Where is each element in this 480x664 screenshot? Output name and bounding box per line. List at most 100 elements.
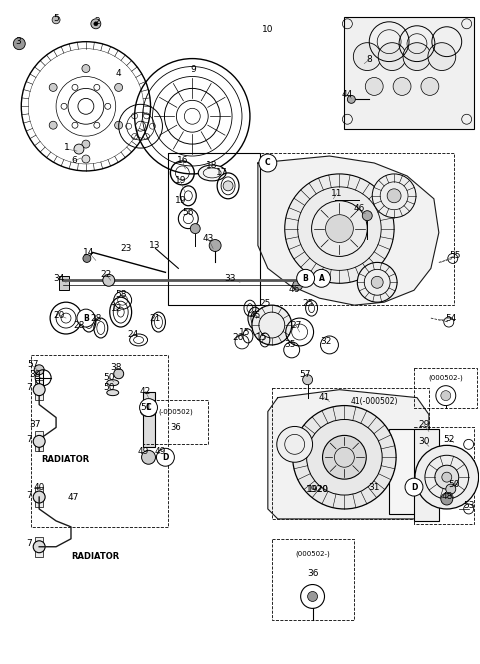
Bar xyxy=(168,153,260,305)
Circle shape xyxy=(158,450,172,464)
Circle shape xyxy=(252,305,292,345)
Text: 26: 26 xyxy=(232,333,244,343)
Circle shape xyxy=(415,446,479,509)
Bar xyxy=(389,430,427,514)
Polygon shape xyxy=(258,156,439,305)
Text: A: A xyxy=(319,274,324,283)
Text: D: D xyxy=(162,453,168,461)
Text: 50: 50 xyxy=(103,383,115,392)
Text: 6: 6 xyxy=(71,157,77,165)
Circle shape xyxy=(435,465,459,489)
Circle shape xyxy=(115,122,122,129)
Circle shape xyxy=(378,42,406,70)
Bar xyxy=(59,276,69,290)
Ellipse shape xyxy=(248,307,262,329)
Text: 1920: 1920 xyxy=(306,485,329,493)
Bar xyxy=(31,355,168,527)
Text: 22: 22 xyxy=(100,270,111,279)
Text: 7: 7 xyxy=(26,435,32,444)
Text: 33: 33 xyxy=(224,274,236,283)
Bar xyxy=(344,17,474,129)
Text: 15: 15 xyxy=(239,327,251,337)
Text: 25: 25 xyxy=(302,299,313,307)
Circle shape xyxy=(49,84,57,92)
Circle shape xyxy=(34,365,44,374)
Circle shape xyxy=(428,42,456,70)
Text: D: D xyxy=(411,483,417,491)
Circle shape xyxy=(297,270,314,288)
Text: 36: 36 xyxy=(170,423,181,432)
Text: C: C xyxy=(265,159,271,167)
Text: 15: 15 xyxy=(256,333,268,343)
Circle shape xyxy=(91,19,101,29)
Circle shape xyxy=(302,374,312,384)
Text: 46: 46 xyxy=(289,285,300,293)
Text: 8: 8 xyxy=(366,55,372,64)
Text: 14: 14 xyxy=(83,248,95,257)
Text: 34: 34 xyxy=(53,274,65,283)
Circle shape xyxy=(446,484,456,494)
Circle shape xyxy=(365,78,383,96)
Text: 7: 7 xyxy=(26,491,32,499)
Circle shape xyxy=(393,78,411,96)
Circle shape xyxy=(357,262,397,302)
Text: 37: 37 xyxy=(29,420,41,429)
Text: RADIATOR: RADIATOR xyxy=(71,552,119,561)
Text: 58: 58 xyxy=(115,290,126,299)
Text: 19: 19 xyxy=(175,197,186,205)
Text: 18: 18 xyxy=(206,161,218,171)
Text: 35: 35 xyxy=(284,341,296,349)
Text: 13: 13 xyxy=(149,241,160,250)
Ellipse shape xyxy=(198,165,226,181)
Circle shape xyxy=(140,398,157,416)
Bar xyxy=(272,388,429,519)
Circle shape xyxy=(82,64,90,72)
Text: 51: 51 xyxy=(140,403,151,412)
Circle shape xyxy=(372,174,416,218)
Text: B: B xyxy=(83,313,89,323)
Bar xyxy=(414,430,439,521)
Text: 19: 19 xyxy=(175,177,186,185)
Circle shape xyxy=(353,42,381,70)
Bar xyxy=(35,487,43,507)
Circle shape xyxy=(403,42,431,70)
Text: 9: 9 xyxy=(191,65,196,74)
Text: 20: 20 xyxy=(53,311,65,319)
Circle shape xyxy=(114,369,124,378)
Text: 46: 46 xyxy=(354,205,365,213)
Text: 43: 43 xyxy=(203,234,214,243)
Text: 52: 52 xyxy=(443,435,455,444)
Text: 50: 50 xyxy=(103,373,115,382)
Bar xyxy=(272,539,354,620)
Text: 16: 16 xyxy=(177,157,188,165)
Circle shape xyxy=(94,22,98,26)
Text: 32: 32 xyxy=(320,337,331,347)
Text: 11: 11 xyxy=(331,189,342,199)
Text: 42: 42 xyxy=(140,387,151,396)
Bar xyxy=(35,432,43,452)
Text: (000502-): (000502-) xyxy=(295,550,330,557)
Bar xyxy=(35,380,43,400)
Text: 21: 21 xyxy=(150,313,161,323)
Text: 49: 49 xyxy=(155,447,166,456)
Text: 38: 38 xyxy=(110,363,121,373)
Circle shape xyxy=(142,450,156,464)
Text: 55: 55 xyxy=(449,251,460,260)
Text: 44: 44 xyxy=(342,90,353,99)
Text: 57: 57 xyxy=(27,361,39,369)
Bar xyxy=(168,153,454,305)
Text: 31: 31 xyxy=(369,483,380,491)
Text: 53: 53 xyxy=(463,501,474,511)
Circle shape xyxy=(13,38,25,50)
Text: 54: 54 xyxy=(445,313,456,323)
Text: 36: 36 xyxy=(307,569,318,578)
Text: 23: 23 xyxy=(120,244,132,253)
Circle shape xyxy=(52,16,60,24)
Circle shape xyxy=(74,144,84,154)
Text: 47: 47 xyxy=(67,493,79,501)
Circle shape xyxy=(348,96,355,104)
Circle shape xyxy=(223,181,233,191)
Circle shape xyxy=(33,491,45,503)
Circle shape xyxy=(33,384,45,396)
Text: 10: 10 xyxy=(262,25,274,35)
